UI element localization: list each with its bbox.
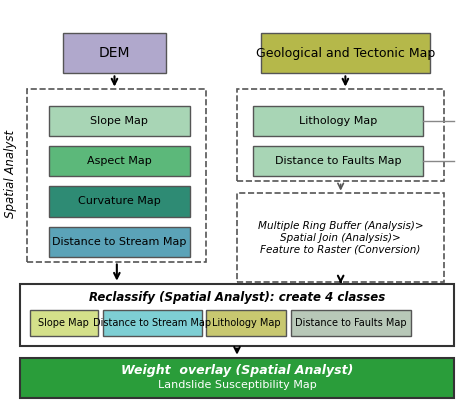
FancyBboxPatch shape [30, 310, 98, 336]
FancyBboxPatch shape [48, 146, 190, 177]
FancyBboxPatch shape [254, 146, 423, 177]
Text: Distance to Faults Map: Distance to Faults Map [275, 156, 401, 166]
FancyBboxPatch shape [48, 187, 190, 216]
Text: Aspect Map: Aspect Map [87, 156, 152, 166]
Text: Distance to Faults Map: Distance to Faults Map [295, 318, 407, 328]
Text: Spatial Analyst: Spatial Analyst [4, 129, 18, 218]
Text: Geological and Tectonic Map: Geological and Tectonic Map [256, 47, 435, 60]
FancyBboxPatch shape [291, 310, 411, 336]
FancyBboxPatch shape [63, 33, 166, 73]
Text: Slope Map: Slope Map [90, 116, 148, 127]
FancyBboxPatch shape [20, 284, 454, 346]
Text: Distance to Stream Map: Distance to Stream Map [93, 318, 211, 328]
Text: Distance to Stream Map: Distance to Stream Map [52, 237, 186, 247]
FancyBboxPatch shape [254, 106, 423, 137]
FancyBboxPatch shape [206, 310, 286, 336]
Text: Lithology Map: Lithology Map [299, 116, 377, 127]
FancyBboxPatch shape [261, 33, 430, 73]
Text: Reclassify (Spatial Analyst): create 4 classes: Reclassify (Spatial Analyst): create 4 c… [89, 291, 385, 304]
FancyBboxPatch shape [20, 357, 454, 398]
FancyBboxPatch shape [103, 310, 201, 336]
Text: Lithology Map: Lithology Map [212, 318, 281, 328]
FancyBboxPatch shape [48, 106, 190, 137]
Text: Slope Map: Slope Map [38, 318, 89, 328]
Text: Weight  overlay (Spatial Analyst): Weight overlay (Spatial Analyst) [121, 364, 353, 377]
Text: Landslide Susceptibility Map: Landslide Susceptibility Map [158, 380, 316, 390]
Text: Multiple Ring Buffer (Analysis)>
Spatial Join (Analysis)>
Feature to Raster (Con: Multiple Ring Buffer (Analysis)> Spatial… [258, 221, 423, 254]
Text: DEM: DEM [99, 46, 130, 60]
Text: Curvature Map: Curvature Map [78, 197, 161, 206]
FancyBboxPatch shape [48, 226, 190, 257]
